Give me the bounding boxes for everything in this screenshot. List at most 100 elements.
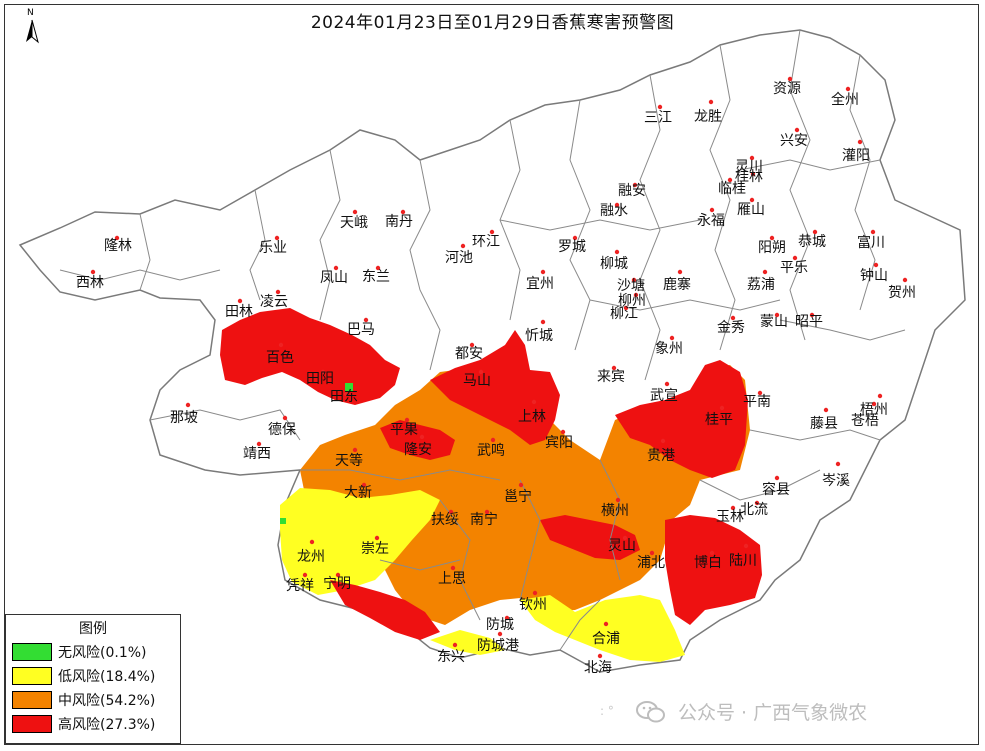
city-label: 柳城 — [600, 255, 628, 272]
city-label: 大新 — [344, 485, 372, 501]
city-marker: 大新 — [344, 482, 372, 501]
city-marker: 隆林 — [104, 235, 132, 254]
city-label: 天峨 — [340, 215, 368, 231]
city-label: 平南 — [743, 394, 771, 410]
city-label: 防城 — [486, 617, 514, 633]
city-marker: 荔浦 — [747, 269, 775, 293]
risk-area-none — [345, 383, 353, 391]
city-marker: 资源 — [773, 76, 801, 97]
city-marker: 都安 — [455, 342, 483, 362]
city-marker: 柳州 — [618, 292, 646, 309]
city-marker: 德保 — [268, 415, 296, 438]
city-marker: 龙胜 — [694, 99, 722, 125]
city-label: 上林 — [518, 409, 546, 425]
city-label: 南宁 — [470, 511, 498, 528]
city-marker: 河池 — [445, 243, 473, 266]
city-label: 玉林 — [716, 509, 744, 525]
city-marker: 横州 — [601, 497, 629, 519]
legend-item-low: 低风险(18.4%) — [12, 665, 155, 687]
city-label: 融安 — [618, 183, 646, 199]
city-label: 乐业 — [259, 240, 287, 256]
city-label: 蒙山 — [760, 314, 788, 330]
risk-area-high-bobai — [665, 515, 762, 625]
city-label: 资源 — [773, 81, 801, 97]
city-label: 凭祥 — [286, 578, 314, 594]
city-marker: 临桂 — [718, 177, 746, 197]
legend-swatch — [12, 715, 52, 733]
risk-area-high-mashan — [430, 330, 560, 445]
watermark: : ° 公众号 · 广西气象微农 — [600, 698, 867, 725]
legend-item-mid: 中风险(54.2%) — [12, 689, 155, 711]
city-label: 横州 — [601, 503, 629, 519]
legend-item-high: 高风险(27.3%) — [12, 713, 155, 735]
legend-swatch — [12, 667, 52, 685]
city-label: 岑溪 — [822, 473, 850, 489]
city-marker: 玉林 — [716, 505, 744, 525]
city-label: 马山 — [463, 373, 491, 389]
city-marker: 博白 — [694, 550, 722, 571]
city-marker: 融安 — [618, 182, 646, 199]
city-marker: 扶绥 — [431, 509, 459, 528]
city-label: 宜州 — [526, 276, 554, 292]
city-label: 忻城 — [525, 328, 553, 344]
city-marker: 凭祥 — [286, 572, 314, 594]
city-marker: 恭城 — [798, 229, 826, 250]
city-label: 环江 — [472, 234, 500, 250]
city-marker: 靖西 — [243, 441, 271, 462]
city-marker: 北流 — [740, 500, 768, 518]
city-label: 苍梧 — [851, 413, 879, 429]
city-marker: 梧州 — [860, 393, 888, 418]
city-marker: 桂平 — [705, 405, 733, 428]
city-label: 贺州 — [888, 285, 916, 301]
city-marker: 永福 — [697, 207, 725, 229]
city-label: 西林 — [76, 275, 104, 291]
city-marker: 罗城 — [558, 235, 586, 255]
city-label: 南丹 — [385, 214, 413, 230]
city-marker: 雁山 — [737, 197, 765, 218]
city-marker: 宾阳 — [545, 429, 573, 451]
city-marker: 融水 — [600, 202, 628, 219]
legend-swatch — [12, 643, 52, 661]
city-marker: 平南 — [743, 390, 771, 410]
city-label: 钦州 — [519, 597, 547, 613]
city-marker: 环江 — [472, 229, 500, 250]
city-label: 三江 — [644, 110, 672, 126]
city-label: 东兰 — [362, 269, 390, 285]
city-label: 平乐 — [780, 260, 808, 276]
city-label: 柳州 — [618, 292, 646, 309]
city-marker: 浦北 — [637, 550, 665, 571]
city-marker: 龙州 — [297, 539, 325, 565]
city-marker: 来宾 — [597, 365, 625, 385]
city-label: 龙胜 — [694, 109, 722, 125]
city-label: 灵山 — [608, 538, 636, 554]
city-marker: 防城港 — [477, 631, 519, 654]
city-marker: 灵山 — [608, 535, 636, 554]
city-label: 都安 — [455, 346, 483, 362]
guangxi-province-outline — [18, 29, 966, 673]
city-label: 那坡 — [170, 410, 198, 426]
city-marker: 百色 — [266, 342, 294, 366]
city-label: 沙塘 — [617, 278, 645, 294]
city-label: 崇左 — [361, 541, 389, 557]
city-label: 恭城 — [798, 234, 826, 250]
city-label: 凌云 — [260, 294, 288, 310]
city-label: 武宣 — [650, 388, 678, 404]
city-marker: 那坡 — [170, 402, 198, 426]
city-label: 象州 — [655, 341, 683, 357]
legend-label: 中风险(54.2%) — [58, 693, 156, 709]
city-label: 来宾 — [597, 369, 625, 385]
legend-label: 低风险(18.4%) — [58, 669, 156, 685]
city-marker: 武鸣 — [477, 437, 505, 459]
city-marker: 南宁 — [470, 509, 498, 528]
city-marker: 阳朔 — [758, 235, 786, 256]
city-marker: 三江 — [644, 104, 672, 126]
city-label: 金秀 — [717, 320, 745, 336]
city-marker: 崇左 — [361, 535, 389, 557]
city-marker: 马山 — [463, 369, 491, 389]
map-title: 2024年01月23日至01月29日香蕉寒害预警图 — [310, 13, 675, 33]
city-marker: 合浦 — [592, 621, 620, 647]
north-arrow-shape — [26, 19, 39, 44]
city-label: 柳江 — [610, 305, 638, 322]
city-marker: 柳江 — [610, 305, 638, 322]
